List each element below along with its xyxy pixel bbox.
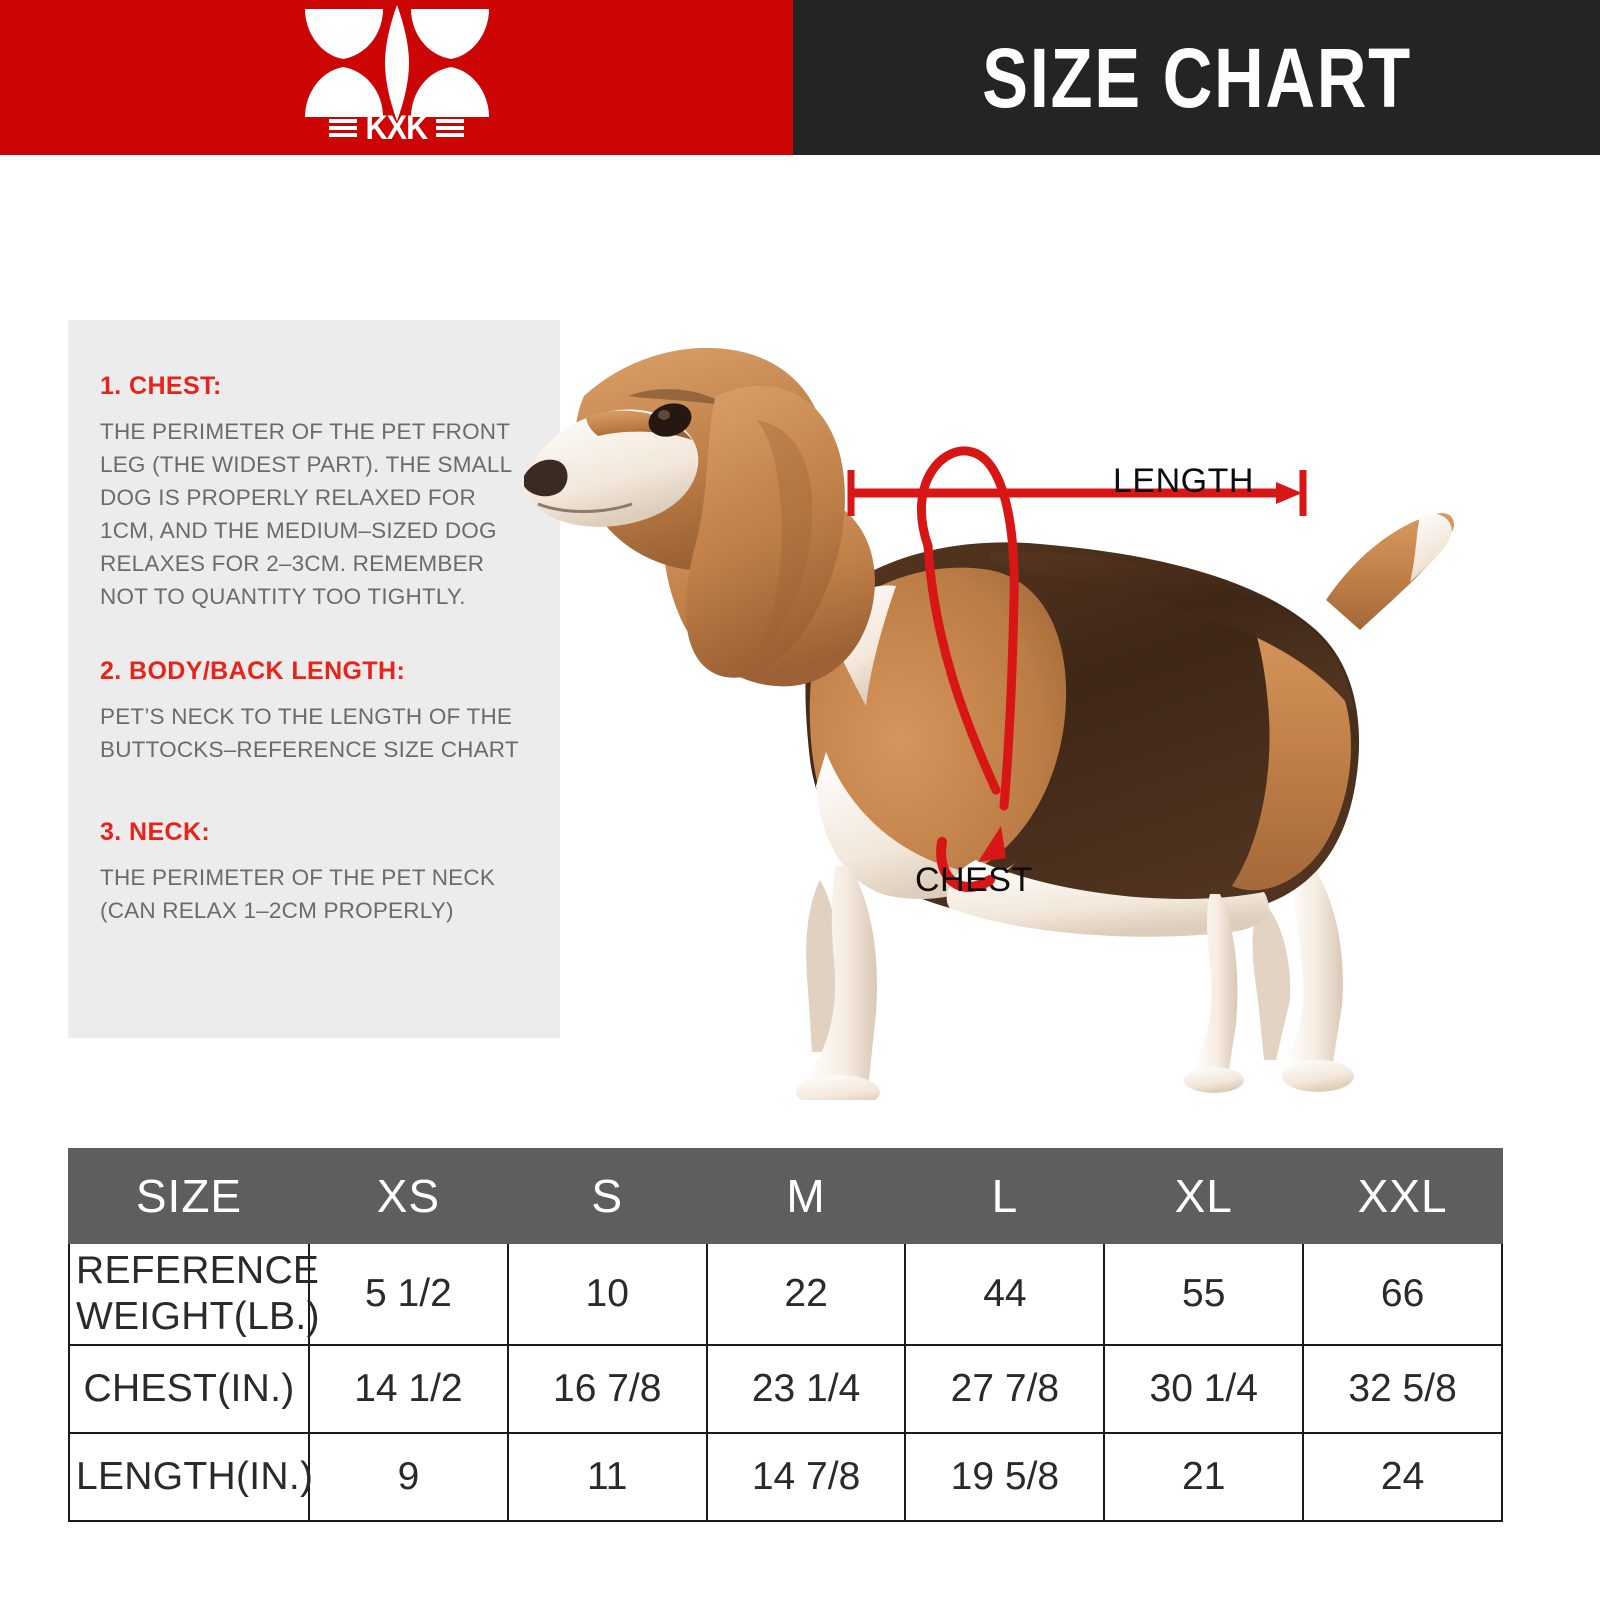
cell-chest-xl: 30 1/4 — [1103, 1344, 1305, 1435]
chest-section-heading: 1. CHEST: — [100, 372, 222, 400]
table-row: CHEST(IN.) 14 1/2 16 7/8 23 1/4 27 7/8 3… — [68, 1344, 1503, 1435]
cell-length-s: 11 — [506, 1432, 708, 1523]
logo-word: KXK — [365, 108, 429, 147]
row-label-reference-weight: REFERENCE WEIGHT(LB.) — [68, 1241, 319, 1347]
table-row: REFERENCE WEIGHT(LB.) 5 1/2 10 22 44 55 … — [68, 1241, 1503, 1347]
chest-section-body: THE PERIMETER OF THE PET FRONT LEG (THE … — [100, 418, 512, 610]
table-header-row: SIZE XS S M L XL XXL — [68, 1148, 1503, 1244]
beagle-dog-image — [524, 347, 1455, 1100]
neck-section-body: THE PERIMETER OF THE PET NECK (CAN RELAX… — [100, 864, 496, 923]
kxk-logo-icon — [304, 4, 489, 121]
cell-weight-xs: 5 1/2 — [308, 1241, 509, 1347]
column-header-size: SIZE — [68, 1148, 310, 1244]
row-label-line1: REFERENCE — [76, 1249, 320, 1292]
table-row: LENGTH(IN.) 9 11 14 7/8 19 5/8 21 24 — [68, 1432, 1503, 1523]
logo-left-bars — [329, 118, 358, 137]
cell-chest-m: 23 1/4 — [705, 1344, 907, 1435]
cell-weight-s: 10 — [506, 1241, 708, 1347]
length-section-heading: 2. BODY/BACK LENGTH: — [100, 657, 406, 686]
cell-chest-s: 16 7/8 — [506, 1344, 708, 1435]
column-header-s: S — [506, 1148, 708, 1244]
page-header: KXK SIZE CHART — [0, 0, 1600, 155]
cell-weight-l: 44 — [904, 1241, 1106, 1347]
title-panel: SIZE CHART — [793, 0, 1600, 155]
cell-length-m: 14 7/8 — [705, 1432, 907, 1523]
size-chart-table: SIZE XS S M L XL XXL REFERENCE WEIGHT(LB… — [68, 1148, 1503, 1523]
cell-chest-xs: 14 1/2 — [308, 1344, 509, 1435]
neck-section-heading: 3. NECK: — [100, 818, 211, 846]
column-header-xxl: XXL — [1302, 1148, 1503, 1244]
cell-length-xl: 21 — [1103, 1432, 1305, 1523]
dog-illustration — [520, 300, 1580, 1100]
column-header-m: M — [705, 1148, 907, 1244]
page-title: SIZE CHART — [981, 30, 1412, 125]
brand-panel: KXK — [0, 0, 793, 155]
cell-weight-xl: 55 — [1103, 1241, 1305, 1347]
row-label-length: LENGTH(IN.) — [68, 1432, 313, 1523]
chest-label: CHEST — [915, 861, 1033, 899]
cell-length-xxl: 24 — [1302, 1432, 1503, 1523]
measurement-instructions-panel: 1. CHEST: THE PERIMETER OF THE PET FRONT… — [68, 320, 560, 1038]
kxk-logo-wordmark: KXK — [297, 107, 497, 149]
cell-weight-xxl: 66 — [1302, 1241, 1503, 1347]
column-header-xl: XL — [1103, 1148, 1305, 1244]
column-header-l: L — [904, 1148, 1106, 1244]
length-section-body: PET’S NECK TO THE LENGTH OF THE BUTTOCKS… — [100, 703, 519, 762]
cell-weight-m: 22 — [705, 1241, 907, 1347]
cell-chest-l: 27 7/8 — [904, 1344, 1106, 1435]
length-label: LENGTH — [1113, 462, 1254, 500]
cell-length-l: 19 5/8 — [904, 1432, 1106, 1523]
row-label-line2: WEIGHT(LB.) — [76, 1295, 320, 1339]
column-header-xs: XS — [308, 1148, 509, 1244]
logo-right-bars — [435, 118, 464, 137]
row-label-chest: CHEST(IN.) — [68, 1344, 310, 1435]
cell-length-xs: 9 — [308, 1432, 509, 1523]
cell-chest-xxl: 32 5/8 — [1302, 1344, 1503, 1435]
kxk-logo: KXK — [297, 3, 497, 153]
